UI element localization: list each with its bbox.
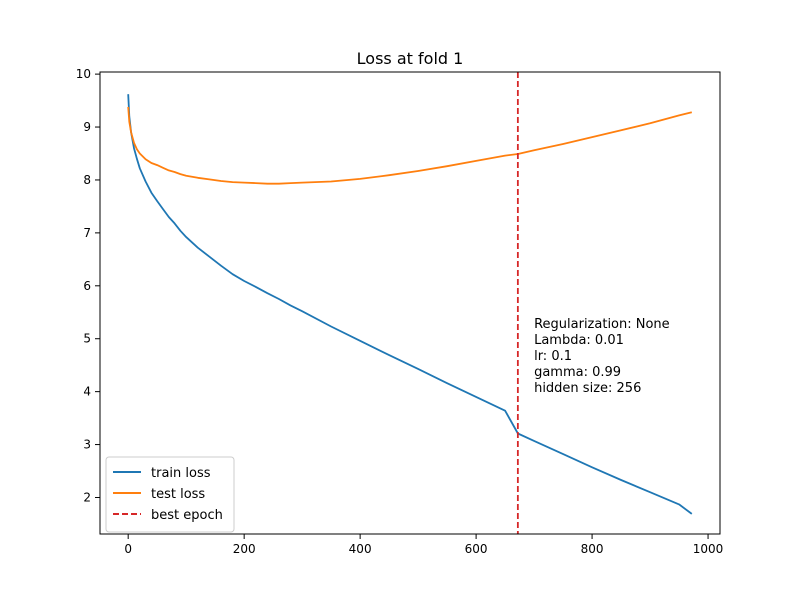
chart-title: Loss at fold 1 [357, 49, 464, 68]
y-tick-label: 10 [76, 67, 91, 81]
legend: train loss test loss best epoch [105, 456, 235, 533]
legend-label-test-loss: test loss [151, 487, 205, 502]
y-tick-label: 7 [83, 226, 91, 240]
annotation-line: Regularization: None [534, 317, 670, 332]
series-line-train-loss [127, 94, 693, 515]
annotation-line: gamma: 0.99 [534, 365, 621, 380]
annotation-line: Lambda: 0.01 [534, 333, 624, 348]
legend-label-best-epoch: best epoch [151, 508, 223, 523]
x-tick-label: 600 [465, 542, 488, 556]
legend-label-train-loss: train loss [151, 466, 211, 481]
y-tick-label: 6 [83, 279, 91, 293]
x-tick-label: 200 [233, 542, 256, 556]
plot-area: 0 200 400 600 800 1000 2 3 4 5 6 7 8 9 10 [76, 67, 724, 556]
axes-frame [99, 71, 721, 535]
y-tick-label: 2 [83, 490, 91, 504]
x-tick-label: 1000 [693, 542, 724, 556]
x-tick-label: 800 [581, 542, 604, 556]
x-tick-label: 400 [349, 542, 372, 556]
y-tick-label: 8 [83, 173, 91, 187]
y-tick-label: 9 [83, 120, 91, 134]
x-tick-label: 0 [124, 542, 132, 556]
y-tick-label: 4 [83, 385, 91, 399]
series-line-test-loss [127, 106, 693, 185]
y-tick-label: 3 [83, 438, 91, 452]
y-tick-label: 5 [83, 332, 91, 346]
annotation-line: lr: 0.1 [534, 349, 572, 364]
annotation-line: hidden size: 256 [534, 381, 641, 396]
legend-frame [105, 456, 235, 533]
